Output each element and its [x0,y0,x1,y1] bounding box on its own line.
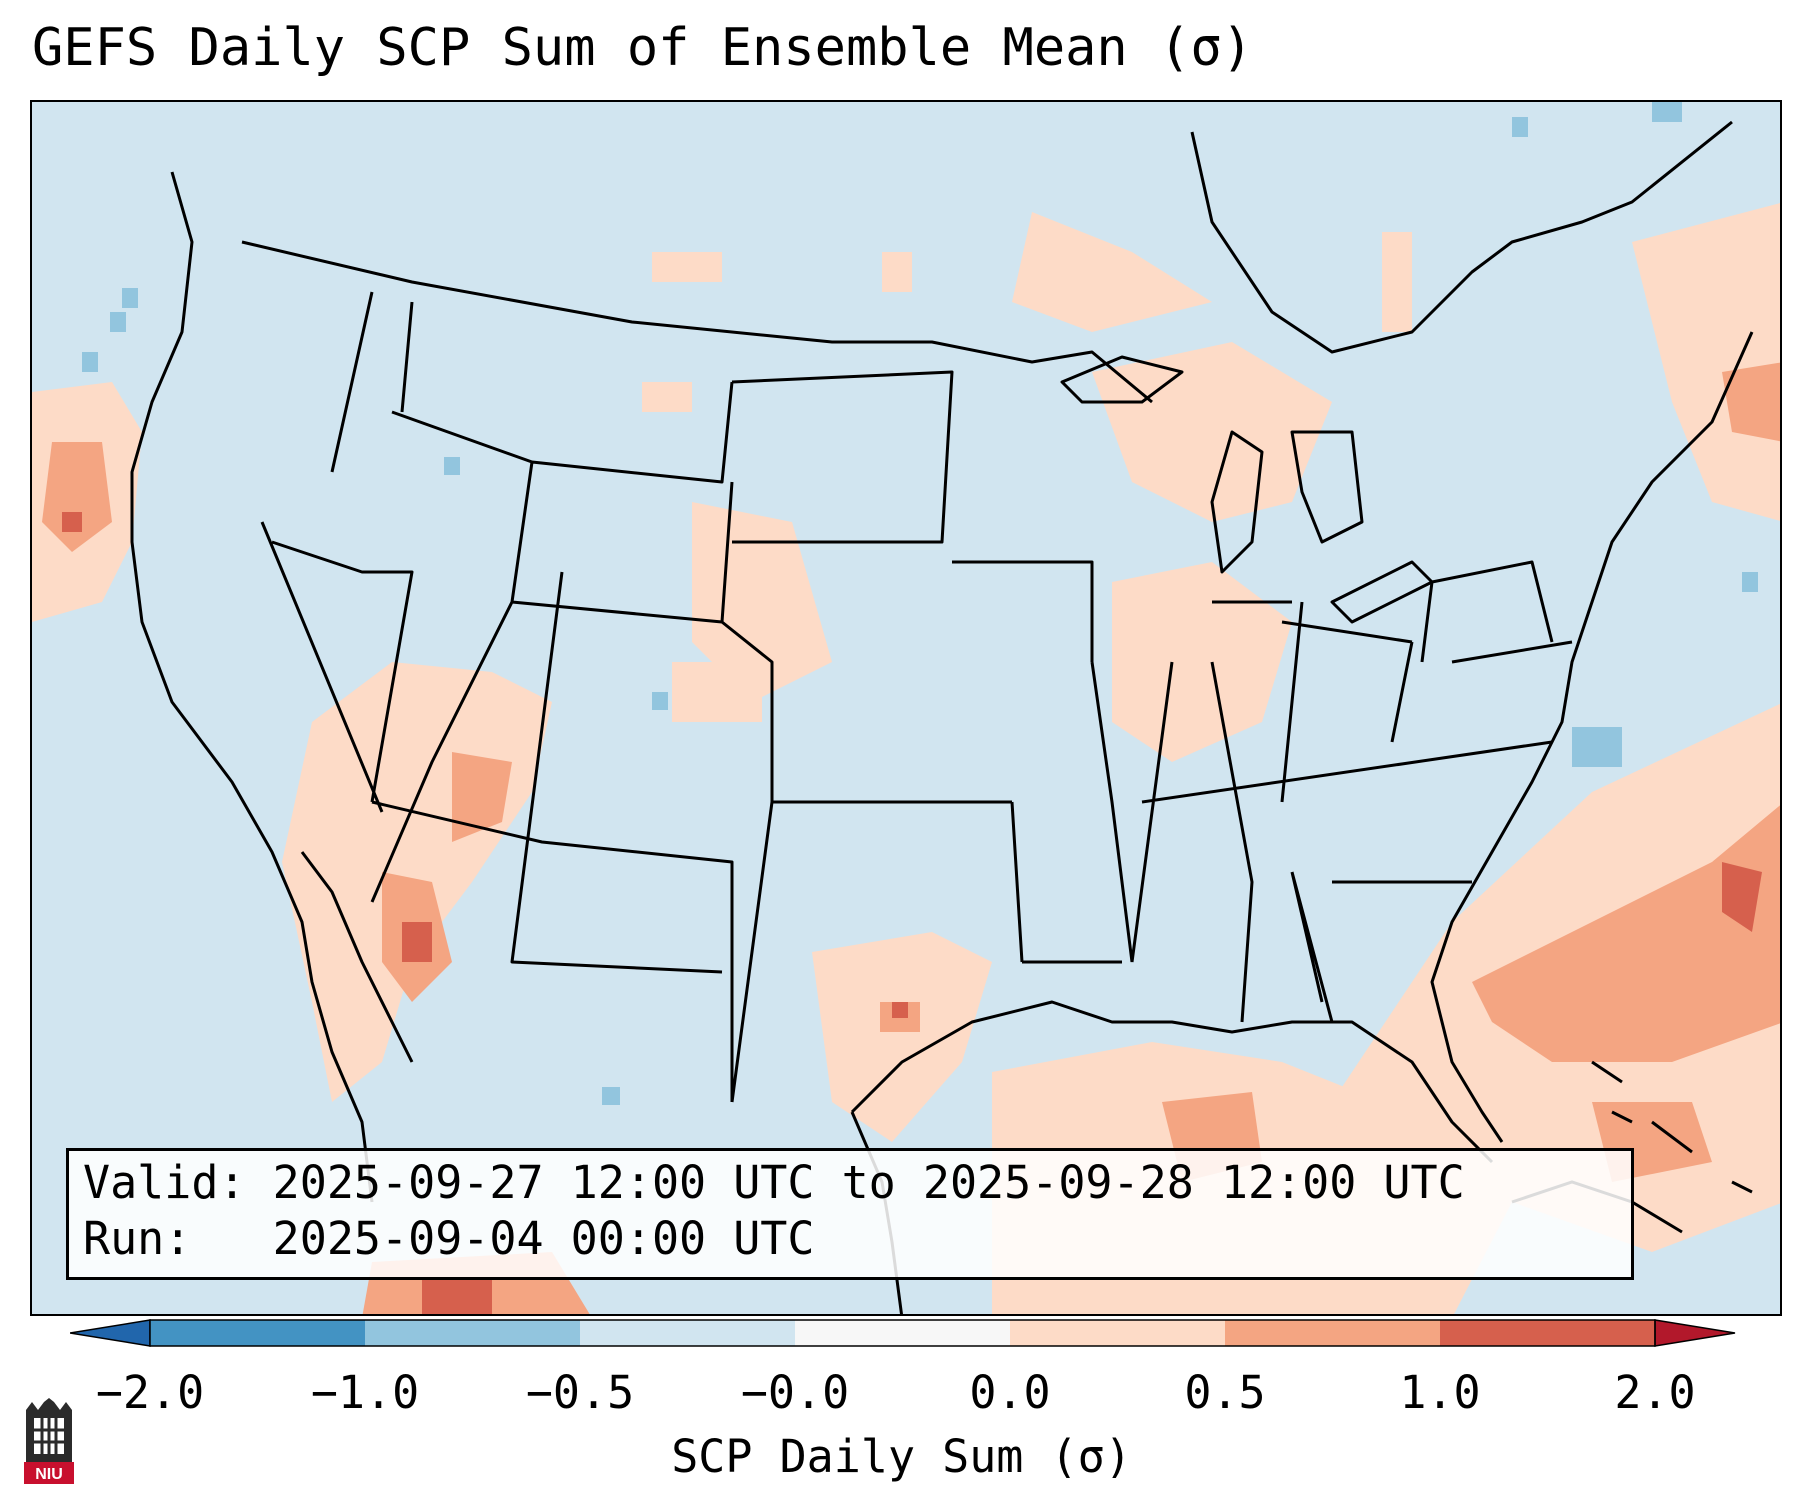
anomaly-maine [1722,362,1780,442]
colorbar-segment-0 [150,1320,365,1346]
colorbar-tick-label: −1.0 [310,1366,420,1419]
colorbar-segment-1 [365,1320,580,1346]
colorbar-segment-4 [1010,1320,1225,1346]
validity-info-box: Valid: 2025-09-27 12:00 UTC to 2025-09-2… [66,1148,1634,1280]
colorbar-under-arrow [70,1319,151,1347]
colorbar [70,1319,1736,1347]
state-lines [260,291,1573,1103]
anomaly-texas [812,932,992,1142]
anomaly-atlantic-core [1472,805,1780,1062]
colorbar-tick-label: 0.5 [1184,1366,1266,1419]
map-canvas [32,102,1780,1314]
colorbar-segment-3 [795,1320,1010,1346]
niu-logo: NIU [24,1398,74,1484]
colorbar-tick-label: 2.0 [1614,1366,1696,1419]
anomaly-pacific-core [42,442,112,552]
colorbar-tick-label: −0.5 [525,1366,635,1419]
valid-time-text: Valid: 2025-09-27 12:00 UTC to 2025-09-2… [83,1156,1465,1209]
anomaly-midwest [1112,562,1292,762]
us-canada-border [241,240,1153,404]
colorbar-segment-5 [1225,1320,1440,1346]
lake-superior [1060,355,1184,404]
west-coastline [130,171,374,1203]
run-time-text: Run: 2025-09-04 00:00 UTC [83,1212,815,1265]
colorbar-label: SCP Daily Sum (σ) [671,1430,1132,1483]
map-panel[interactable] [30,100,1782,1316]
colorbar-segment-6 [1440,1320,1655,1346]
colorbar-tick-label: 1.0 [1399,1366,1481,1419]
anomaly-arizona-core [452,752,512,842]
bahamas [1591,1060,1753,1194]
baja-coastline [300,851,414,1063]
east-coastline [1430,331,1754,1143]
coastlines-and-borders [130,120,1754,1314]
lake-erie [1330,560,1434,624]
chart-title: GEFS Daily SCP Sum of Ensemble Mean (σ) [32,18,1253,78]
colorbar-segment-2 [580,1320,795,1346]
anomaly-northeast [1632,203,1780,521]
lake-michigan [1210,430,1264,574]
colorbar-tick-label: −0.0 [740,1366,850,1419]
lake-huron [1290,430,1364,544]
gulf-coastline [850,1000,1494,1164]
negative-anomaly-cells [82,102,1758,1105]
anomaly-great-lakes [1092,342,1332,522]
colorbar-over-arrow [1654,1319,1736,1347]
logo-text: NIU [35,1466,63,1483]
colorbar-tick-label: −2.0 [95,1366,205,1419]
colorbar-tick-label: 0.0 [969,1366,1051,1419]
anomaly-canada [1012,212,1212,332]
